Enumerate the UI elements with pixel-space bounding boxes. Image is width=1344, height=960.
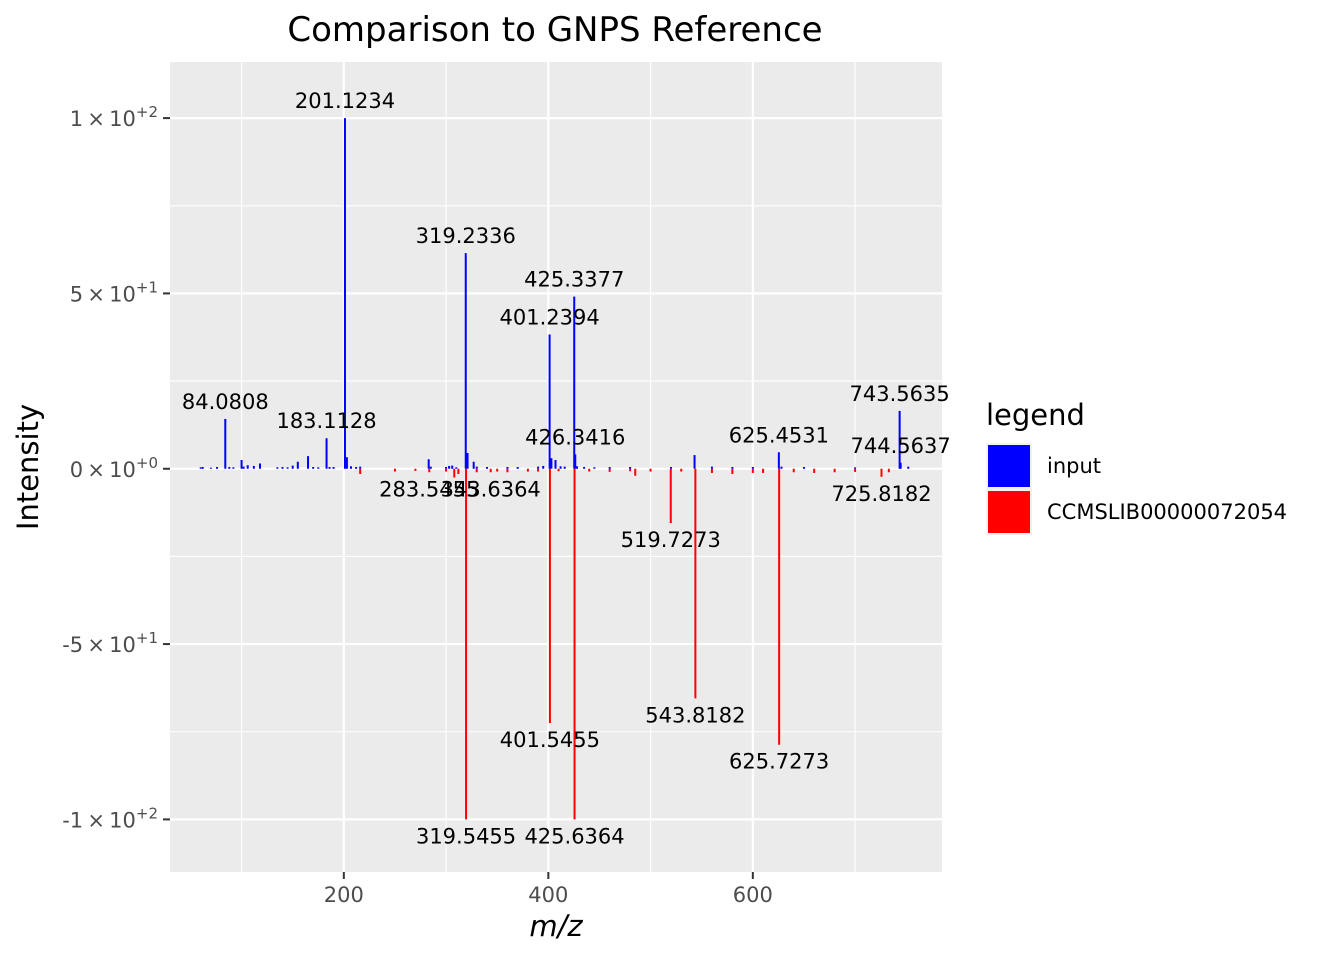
x-tick-label: 400 xyxy=(528,883,568,907)
peak-label: 426.3416 xyxy=(525,425,625,449)
legend-key-swatch xyxy=(988,491,1030,533)
x-axis: 200 400 600 xyxy=(324,872,773,907)
x-tick-label: 600 xyxy=(733,883,773,907)
peak-label: 84.0808 xyxy=(182,390,269,414)
y-tick-label: -1 × 10+2 xyxy=(62,804,158,832)
bars xyxy=(199,118,910,820)
peak-label: 625.4531 xyxy=(729,423,829,447)
peak-label: 319.5455 xyxy=(416,824,516,848)
peak-label: 283.5455 xyxy=(379,477,479,501)
x-tick-label: 200 xyxy=(324,883,364,907)
peak-label: 725.8182 xyxy=(831,482,931,506)
peak-label: 625.7273 xyxy=(729,750,829,774)
peak-label: 743.5635 xyxy=(850,382,950,406)
peak-label: 319.2336 xyxy=(416,224,516,248)
peak-label: 183.1128 xyxy=(276,409,376,433)
series-input xyxy=(199,118,910,469)
plot-panel: 201.1234 319.2336 425.3377 401.2394 84.0808 1… xyxy=(170,62,951,872)
peak-label: 744.5637 xyxy=(851,434,951,458)
peak-label: 519.7273 xyxy=(621,528,721,552)
legend-entries: input CCMSLIB00000072054 xyxy=(986,443,1287,535)
legend-label: input xyxy=(1047,454,1101,478)
series-reference xyxy=(359,468,890,820)
y-tick-label: 1 × 10+2 xyxy=(70,103,158,131)
legend-label: CCMSLIB00000072054 xyxy=(1047,500,1287,524)
peak-label: 343.6364 xyxy=(441,477,541,501)
peak-label: 401.5455 xyxy=(500,728,600,752)
legend: legend input CCMSLIB00000072054 xyxy=(986,398,1287,535)
legend-key-swatch xyxy=(988,445,1030,487)
y-tick-label: 5 × 10+1 xyxy=(70,278,158,306)
chart-title: Comparison to GNPS Reference xyxy=(287,10,822,50)
y-tick-label: -5 × 10+1 xyxy=(62,629,158,657)
peak-label: 201.1234 xyxy=(295,89,395,113)
peak-label: 401.2394 xyxy=(499,305,599,329)
peak-label: 543.8182 xyxy=(645,703,745,727)
peak-label: 425.6364 xyxy=(524,824,624,848)
peak-labels: 201.1234 319.2336 425.3377 401.2394 84.0808 1… xyxy=(182,89,951,848)
y-tick-label: 0 × 10+0 xyxy=(70,454,158,482)
legend-title: legend xyxy=(986,398,1085,432)
x-axis-title: m/z xyxy=(529,909,583,943)
y-axis-title: Intensity xyxy=(11,404,45,530)
peak-label: 425.3377 xyxy=(524,268,624,292)
y-axis: 1 × 10+2 5 × 10+1 0 × 10+0 -5 × 10+1 -1 × 10… xyxy=(62,103,170,832)
